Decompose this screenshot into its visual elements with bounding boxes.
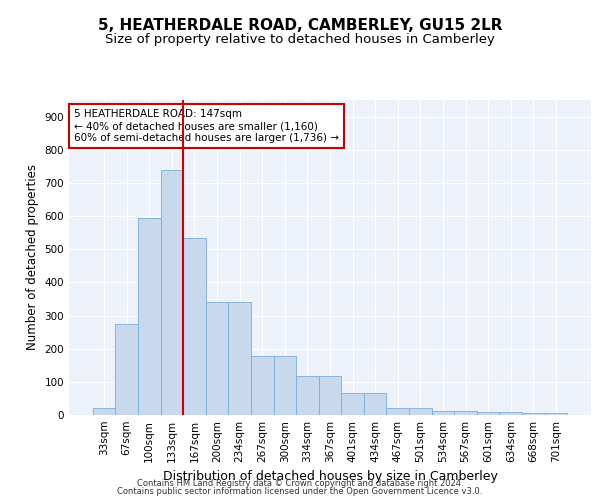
Y-axis label: Number of detached properties: Number of detached properties [26,164,39,350]
Bar [229,302,251,415]
Text: Size of property relative to detached houses in Camberley: Size of property relative to detached ho… [105,32,495,46]
Bar [138,218,161,415]
Text: 5 HEATHERDALE ROAD: 147sqm
← 40% of detached houses are smaller (1,160)
60% of s: 5 HEATHERDALE ROAD: 147sqm ← 40% of deta… [74,110,339,142]
Bar [364,393,386,415]
Bar [477,412,499,415]
X-axis label: Distribution of detached houses by size in Camberley: Distribution of detached houses by size … [163,470,497,484]
Bar [93,408,115,415]
Bar [454,411,477,415]
Bar [341,393,364,415]
Text: 5, HEATHERDALE ROAD, CAMBERLEY, GU15 2LR: 5, HEATHERDALE ROAD, CAMBERLEY, GU15 2LR [98,18,502,32]
Text: Contains HM Land Registry data © Crown copyright and database right 2024.: Contains HM Land Registry data © Crown c… [137,478,463,488]
Bar [161,170,183,415]
Bar [545,414,567,415]
Bar [522,414,545,415]
Bar [274,356,296,415]
Bar [431,411,454,415]
Bar [183,238,206,415]
Bar [409,408,431,415]
Bar [115,324,138,415]
Bar [499,412,522,415]
Bar [296,376,319,415]
Bar [319,376,341,415]
Text: Contains public sector information licensed under the Open Government Licence v3: Contains public sector information licen… [118,487,482,496]
Bar [386,408,409,415]
Bar [251,356,274,415]
Bar [206,302,229,415]
